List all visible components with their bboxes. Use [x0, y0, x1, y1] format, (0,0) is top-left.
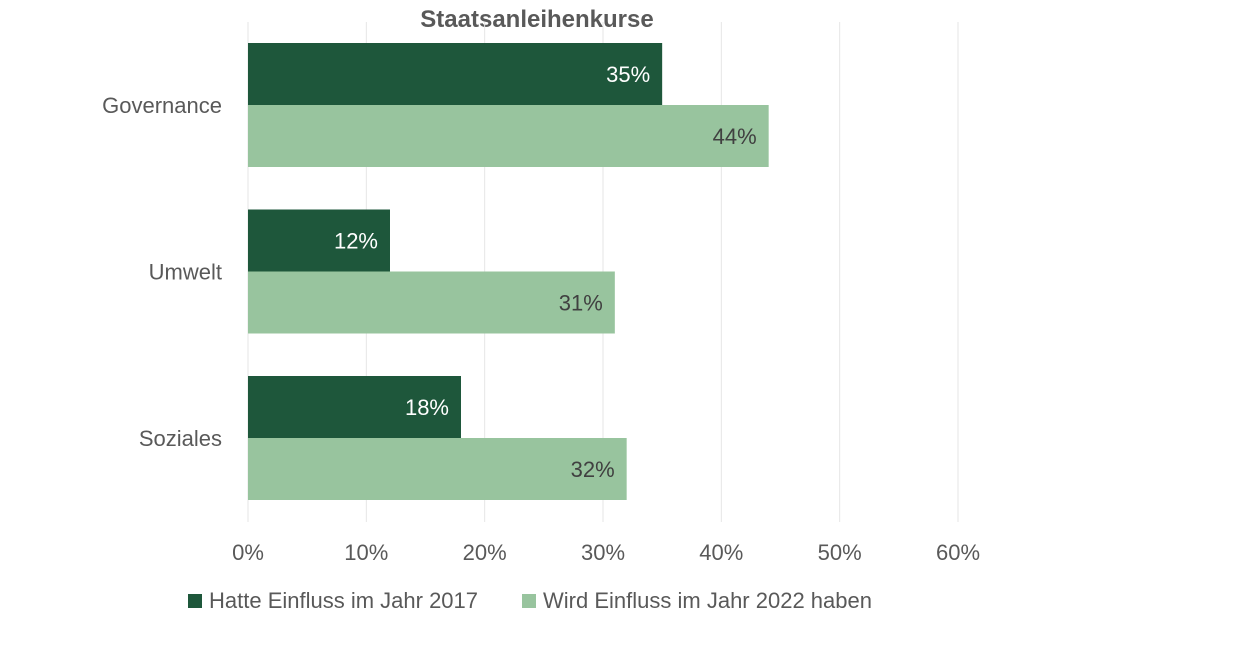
data-label: 18% [405, 395, 449, 420]
x-axis-ticks: 0% 10% 20% 30% 40% 50% 60% [232, 540, 980, 565]
category-labels: Governance Umwelt Soziales [102, 93, 222, 451]
x-tick-label: 50% [818, 540, 862, 565]
data-label: 44% [713, 124, 757, 149]
bars: 35% 44% 12% 31% 18% 32% [248, 43, 769, 500]
legend-label-2022: Wird Einfluss im Jahr 2022 haben [543, 588, 872, 613]
data-label: 35% [606, 62, 650, 87]
x-tick-label: 0% [232, 540, 264, 565]
bar [248, 271, 615, 334]
legend-swatch-2017 [188, 594, 202, 608]
legend: Hatte Einfluss im Jahr 2017 Wird Einflus… [188, 588, 916, 614]
category-label: Governance [102, 93, 222, 118]
x-tick-label: 10% [344, 540, 388, 565]
x-tick-label: 20% [463, 540, 507, 565]
category-label: Soziales [139, 426, 222, 451]
x-tick-label: 40% [699, 540, 743, 565]
bar [248, 43, 663, 105]
data-label: 32% [571, 457, 615, 482]
bar [248, 376, 461, 438]
x-tick-label: 30% [581, 540, 625, 565]
bar [248, 105, 769, 167]
legend-swatch-2022 [522, 594, 537, 608]
legend-item-2017: Hatte Einfluss im Jahr 2017 [188, 588, 478, 614]
chart-title: Staatsanleihenkurse [420, 6, 653, 33]
bar [248, 209, 390, 272]
data-label: 31% [559, 291, 603, 316]
legend-item-2022: Wird Einfluss im Jahr 2022 haben [522, 588, 872, 614]
x-tick-label: 60% [936, 540, 980, 565]
category-label: Umwelt [149, 260, 222, 285]
data-label: 12% [334, 229, 378, 254]
bar [248, 438, 627, 500]
legend-label-2017: Hatte Einfluss im Jahr 2017 [209, 588, 479, 613]
